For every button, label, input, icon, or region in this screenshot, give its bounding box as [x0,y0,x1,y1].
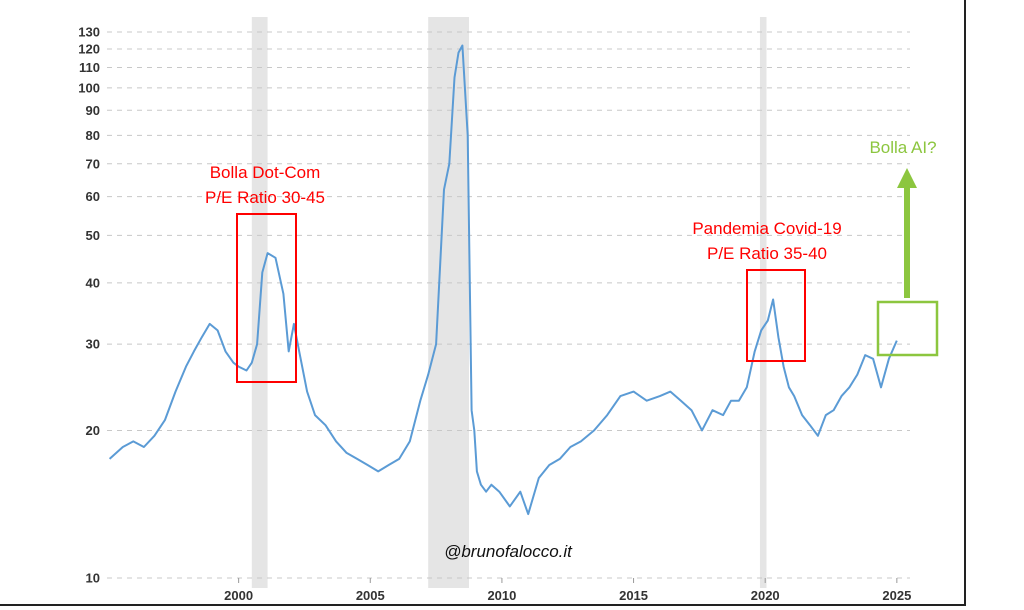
y-tick-label: 70 [86,156,100,171]
y-tick-label: 60 [86,189,100,204]
y-tick-label: 110 [79,60,100,75]
annotation-covid-line1: Pandemia Covid-19 [692,219,841,238]
watermark-text: @brunofalocco.it [444,542,573,561]
x-axis: 2000 2005 2010 2015 2020 2025 [224,578,911,603]
y-tick-label: 120 [78,42,100,57]
x-tick-label: 2020 [751,588,780,603]
x-tick-label: 2005 [356,588,385,603]
annotation-dotcom-line2: P/E Ratio 30-45 [205,188,325,207]
y-tick-label: 30 [86,337,100,352]
x-tick-label: 2015 [619,588,648,603]
annotation-ai-label: Bolla AI? [869,138,936,157]
annotation-covid-line2: P/E Ratio 35-40 [707,244,827,263]
x-tick-label: 2010 [487,588,516,603]
series-layer [108,44,898,516]
y-tick-label: 80 [86,128,100,143]
y-axis: 10 20 30 40 50 60 70 80 90 100 110 120 130 [78,25,100,586]
x-tick-label: 2025 [882,588,911,603]
y-tick-label: 40 [86,275,100,290]
annotation-dotcom-box [236,213,297,383]
recession-band [759,17,767,588]
series-line [108,44,898,516]
y-tick-label: 50 [86,228,100,243]
annotation-covid: Pandemia Covid-19 P/E Ratio 35-40 [692,219,842,362]
y-tick-label: 20 [86,423,100,438]
annotation-dotcom: Bolla Dot-Com P/E Ratio 30-45 [205,163,325,383]
y-tick-label: 10 [86,571,100,586]
annotation-covid-box [746,269,806,362]
annotation-ai: Bolla AI? [869,138,939,357]
recession-bands [251,17,767,588]
grid [107,31,910,579]
y-tick-label: 130 [78,25,100,40]
x-tick-label: 2000 [224,588,253,603]
annotation-dotcom-line1: Bolla Dot-Com [210,163,321,182]
y-tick-label: 100 [78,80,100,95]
recession-band [428,17,470,588]
up-arrow-icon [897,168,917,298]
annotation-ai-box [876,300,939,357]
y-tick-label: 90 [86,103,100,118]
